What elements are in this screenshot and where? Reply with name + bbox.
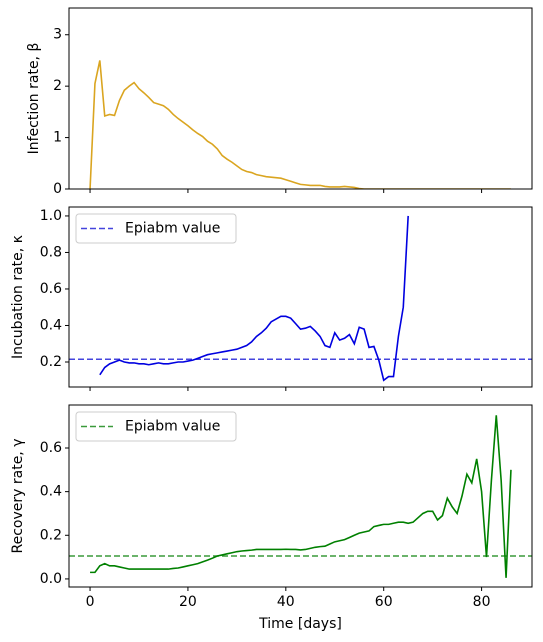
y-tick-label: 0.0 — [40, 571, 62, 587]
y-tick-label: 0 — [53, 181, 62, 197]
y-tick-label: 3 — [53, 27, 62, 43]
y-tick-label: 0.8 — [40, 244, 62, 260]
data-line — [90, 415, 512, 578]
x-tick-label: 20 — [179, 594, 197, 610]
legend-label: Epiabm value — [125, 419, 220, 435]
y-tick-label: 0.4 — [40, 484, 62, 500]
x-tick-label: 40 — [277, 594, 295, 610]
y-tick-label: 0.6 — [40, 281, 62, 297]
legend-label: Epiabm value — [125, 221, 220, 237]
legend-box — [75, 411, 237, 442]
axes-frame — [68, 206, 533, 388]
plot-area — [99, 215, 409, 382]
y-axis-label: Infection rate, β — [26, 43, 42, 155]
y-tick-label: 0.4 — [40, 317, 62, 333]
data-line — [89, 60, 511, 189]
axes-frame — [68, 404, 533, 588]
legend-box — [75, 213, 237, 244]
x-tick-label: 0 — [86, 594, 95, 610]
x-tick-label: 60 — [375, 594, 393, 610]
y-tick-label: 1 — [53, 130, 62, 146]
y-tick-label: 0.2 — [40, 354, 62, 370]
x-tick-label: 80 — [473, 594, 491, 610]
y-axis-label: Incubation rate, κ — [10, 235, 26, 359]
y-tick-label: 1.0 — [40, 208, 62, 224]
axes-frame — [68, 7, 533, 190]
plot-area — [90, 415, 512, 578]
plot-area — [89, 60, 511, 189]
y-axis-label: Recovery rate, γ — [10, 439, 26, 554]
y-tick-label: 0.6 — [40, 440, 62, 456]
data-line — [99, 215, 409, 382]
y-tick-label: 0.2 — [40, 527, 62, 543]
x-axis-label: Time [days] — [258, 616, 342, 632]
y-tick-label: 2 — [53, 78, 62, 94]
